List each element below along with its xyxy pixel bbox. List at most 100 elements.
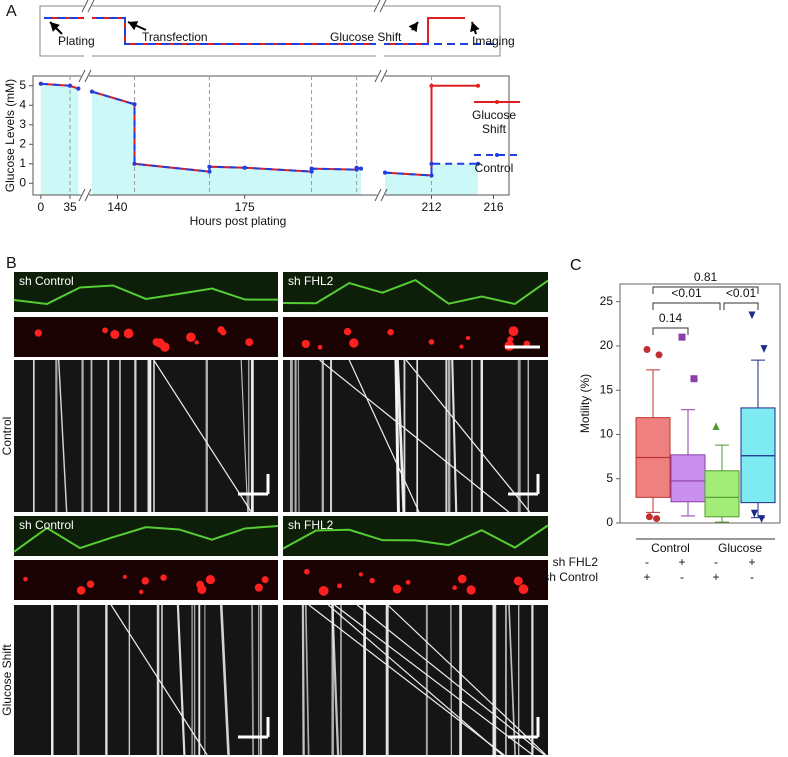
mito-spot — [123, 328, 134, 339]
mito-spot — [457, 574, 467, 584]
box — [704, 470, 740, 518]
mito-spot — [513, 576, 523, 586]
x-tick-label: 175 — [235, 200, 255, 214]
x-tick-label: 212 — [421, 200, 441, 214]
outlier — [750, 509, 758, 518]
data-point — [476, 161, 480, 166]
schematic-arrowhead — [128, 21, 139, 31]
break-gap — [376, 3, 384, 59]
break-gap — [81, 73, 89, 202]
y-tick-label: 1 — [19, 156, 26, 170]
box — [670, 454, 706, 503]
mito-spot — [261, 576, 269, 584]
mito-image — [283, 317, 548, 357]
group-label: Glucose — [718, 541, 762, 555]
break-mark — [380, 188, 388, 202]
mito-spot — [349, 338, 359, 348]
mito-spot — [110, 329, 120, 339]
mito-spot — [466, 585, 476, 595]
kymo-track — [304, 604, 310, 756]
schematic-arrowhead — [470, 22, 480, 33]
mito-spot — [459, 344, 464, 349]
kymo-track — [308, 604, 505, 756]
condition-label: sh Control — [543, 570, 598, 584]
kymo-track — [57, 359, 68, 513]
bracket — [652, 327, 689, 335]
plot-frame — [32, 75, 510, 196]
scale-bar — [508, 474, 540, 496]
mito-spot — [34, 329, 42, 337]
mito-spot — [304, 568, 310, 575]
mito-image — [14, 317, 278, 357]
data-point — [383, 170, 387, 175]
kymo-track — [356, 604, 545, 756]
axon-image — [283, 516, 548, 556]
bracket — [652, 286, 759, 294]
mito-spot — [369, 577, 375, 584]
mito-spot — [155, 338, 165, 348]
mito-spot — [343, 327, 352, 336]
outlier — [758, 515, 766, 523]
mito-spot — [318, 586, 329, 596]
outlier — [653, 515, 661, 523]
schematic-arrowhead — [408, 22, 418, 33]
column-label: sh FHL2 — [288, 518, 334, 532]
kymo-track — [153, 359, 252, 513]
condition-value: - — [680, 570, 684, 584]
outlier — [678, 333, 686, 341]
data-point — [429, 83, 434, 88]
schematic-frame — [39, 5, 501, 57]
outlier — [643, 346, 651, 354]
data-point — [76, 86, 81, 91]
scale-bar — [238, 474, 270, 496]
x-tick-label: 140 — [107, 200, 127, 214]
column-label: sh Control — [19, 274, 74, 288]
y-axis-label: Glucose Levels (mM) — [3, 79, 17, 192]
column-label: sh Control — [19, 518, 74, 532]
mito-spot — [23, 576, 28, 582]
kymo-track — [251, 604, 255, 756]
y-tick-label: 4 — [19, 97, 26, 111]
data-point — [207, 169, 212, 174]
kymo-track — [219, 604, 230, 756]
kymo-track — [301, 604, 305, 756]
kymograph — [14, 360, 278, 512]
kymo-track — [176, 604, 186, 756]
row-label: Control — [0, 417, 14, 456]
x-tick-label: 0 — [37, 200, 44, 214]
panel-label: B — [6, 255, 17, 272]
schematic-red — [44, 17, 465, 45]
panel-label: C — [570, 257, 582, 274]
mito-spot — [122, 574, 127, 579]
break-gap — [377, 73, 385, 202]
break-mark — [81, 0, 89, 13]
schematic-blue — [44, 17, 500, 45]
scale-bar — [238, 717, 270, 739]
y-tick-label: 2 — [19, 136, 26, 150]
kymo-track — [297, 359, 300, 513]
data-point — [242, 165, 247, 170]
legend-label: Glucose Shift — [471, 108, 517, 136]
y-tick-label: 5 — [606, 471, 613, 485]
kymograph — [14, 605, 278, 755]
axon-image — [14, 516, 278, 556]
bracket — [652, 302, 721, 310]
y-tick-label: 20 — [600, 338, 614, 352]
outlier — [690, 375, 698, 383]
scale-bar — [508, 717, 540, 739]
mito-spot — [245, 338, 254, 347]
area-fill — [40, 83, 478, 195]
mito-spot — [428, 339, 435, 345]
break-mark — [84, 188, 92, 202]
kymo-track — [394, 359, 400, 513]
row-label: Glucose Shift — [0, 644, 14, 716]
kymograph — [283, 360, 548, 512]
axon-image — [14, 272, 278, 312]
break-mark — [380, 69, 388, 83]
plot-frame — [619, 283, 781, 524]
mito-spot — [317, 344, 323, 350]
y-tick-label: 10 — [600, 427, 614, 441]
legend-marker — [495, 100, 499, 104]
data-point — [38, 81, 43, 86]
